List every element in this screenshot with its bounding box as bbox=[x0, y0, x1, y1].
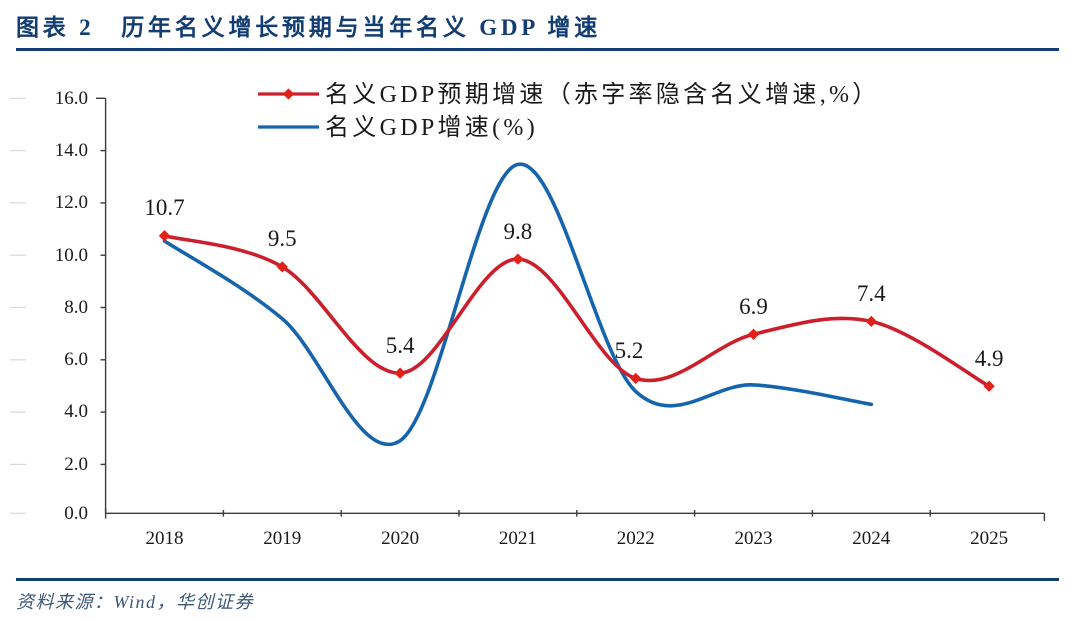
svg-text:6.0: 6.0 bbox=[64, 349, 88, 370]
svg-text:4.9: 4.9 bbox=[975, 346, 1004, 371]
svg-text:2019: 2019 bbox=[263, 528, 301, 549]
svg-text:2022: 2022 bbox=[617, 528, 655, 549]
svg-text:9.5: 9.5 bbox=[268, 226, 297, 251]
svg-text:4.0: 4.0 bbox=[64, 401, 88, 422]
svg-text:2018: 2018 bbox=[146, 528, 184, 549]
svg-text:2024: 2024 bbox=[852, 528, 891, 549]
svg-text:2025: 2025 bbox=[970, 528, 1008, 549]
svg-text:9.8: 9.8 bbox=[504, 219, 533, 244]
svg-text:5.4: 5.4 bbox=[386, 333, 415, 358]
svg-text:2.0: 2.0 bbox=[64, 454, 88, 475]
svg-text:2020: 2020 bbox=[381, 528, 419, 549]
svg-text:0.0: 0.0 bbox=[64, 503, 88, 524]
svg-text:10.0: 10.0 bbox=[55, 245, 88, 266]
svg-text:7.4: 7.4 bbox=[857, 281, 886, 306]
svg-text:6.9: 6.9 bbox=[739, 294, 768, 319]
svg-text:16.0: 16.0 bbox=[55, 88, 88, 109]
svg-text:2021: 2021 bbox=[499, 528, 537, 549]
svg-text:2023: 2023 bbox=[735, 528, 773, 549]
svg-text:10.7: 10.7 bbox=[144, 195, 184, 220]
svg-text:14.0: 14.0 bbox=[55, 140, 88, 161]
svg-text:8.0: 8.0 bbox=[64, 297, 88, 318]
svg-text:12.0: 12.0 bbox=[55, 192, 88, 213]
svg-text:5.2: 5.2 bbox=[615, 338, 644, 363]
